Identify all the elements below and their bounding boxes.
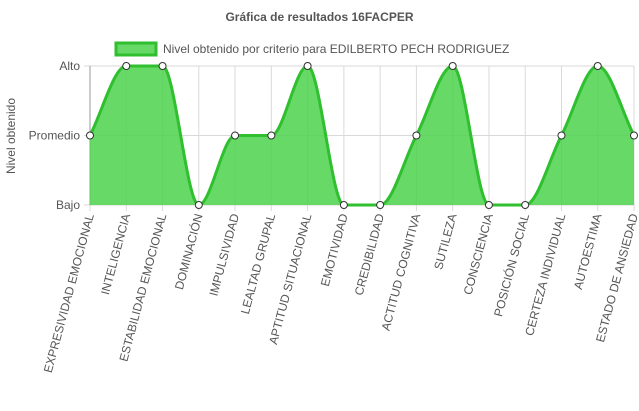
x-tick-label: SUTILEZA (431, 212, 459, 271)
x-tick-label: CREDIBILIDAD (352, 212, 387, 297)
chart-title: Gráfica de resultados 16FACPER (225, 10, 413, 24)
data-point[interactable] (86, 131, 94, 140)
data-point[interactable] (412, 131, 421, 140)
x-tick-label: POSICIÓN SOCIAL (490, 212, 532, 319)
x-tick-label: DOMINACIÓN (171, 212, 206, 291)
y-tick-label: Bajo (56, 198, 80, 212)
y-axis-ticks: Bajo Promedio Alto (29, 59, 81, 212)
x-tick-label: IMPULSIVIDAD (207, 212, 243, 298)
legend-label: Nivel obtenido por criterio para EDILBER… (163, 42, 509, 56)
data-point[interactable] (303, 62, 312, 70)
x-tick-label: CERTEZA INDIVIDUAL (522, 212, 568, 337)
data-point[interactable] (376, 201, 385, 209)
data-point[interactable] (267, 131, 276, 140)
data-point[interactable] (557, 131, 566, 140)
data-point[interactable] (158, 62, 167, 70)
series-area (88, 64, 636, 207)
x-tick-label: AUTOESTIMA (571, 212, 605, 291)
series-points (86, 62, 638, 209)
x-tick-label: ACTITUD COGNITIVA (379, 212, 424, 332)
data-point[interactable] (593, 62, 602, 70)
x-tick-label: EXPRESIVIDAD EMOCIONAL (41, 212, 97, 374)
data-point[interactable] (630, 131, 638, 140)
data-point[interactable] (231, 131, 240, 140)
y-axis-title: Nivel obtenido (4, 98, 18, 174)
series-line (88, 64, 636, 207)
data-point[interactable] (484, 201, 493, 209)
legend[interactable]: Nivel obtenido por criterio para EDILBER… (114, 41, 509, 57)
data-point[interactable] (521, 201, 530, 209)
data-point[interactable] (448, 62, 457, 70)
series-area-fill (90, 66, 634, 205)
data-point[interactable] (122, 62, 131, 70)
legend-swatch (114, 41, 158, 57)
y-tick-label: Promedio (29, 129, 81, 143)
x-axis-ticks: EXPRESIVIDAD EMOCIONAL INTELIGENCIAESTABI… (41, 212, 639, 375)
y-tick-label: Alto (59, 59, 80, 73)
data-point[interactable] (194, 201, 203, 209)
x-tick-label: INTELIGENCIA (98, 212, 133, 296)
x-tick-label: EMOTIVIDAD (318, 212, 351, 288)
x-tick-label: LEALTAD GRUPAL (238, 212, 278, 316)
x-tick-label: CONSCIENCIA (461, 212, 496, 296)
data-point[interactable] (339, 201, 348, 209)
